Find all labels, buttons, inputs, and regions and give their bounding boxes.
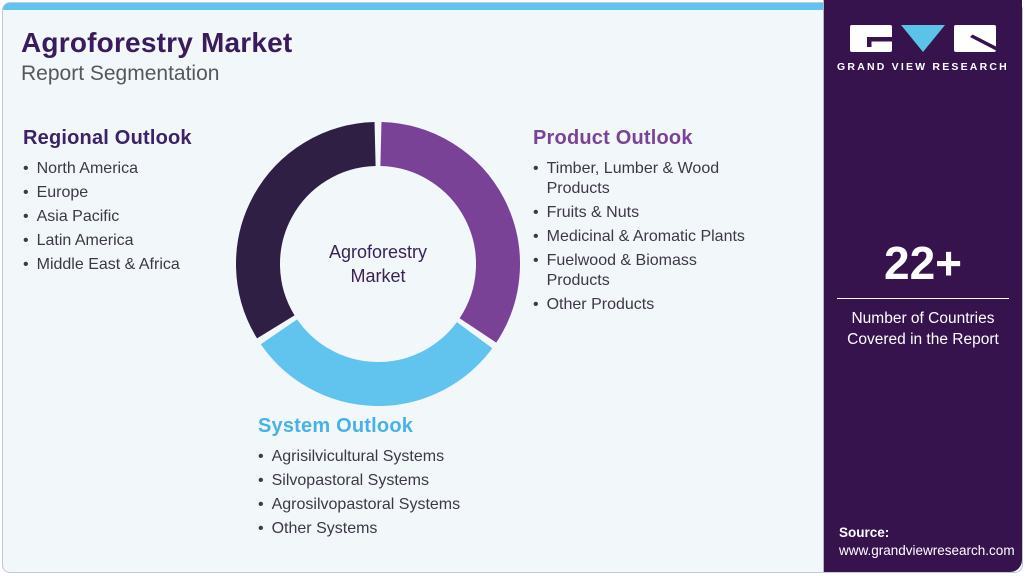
bullet-icon: • [533,252,539,269]
product-outlook-list: • Timber, Lumber & Wood Products • Fruits &… [533,157,762,317]
countries-stat: 22+ Number of Countries Covered in the R… [824,238,1022,350]
stat-value: 22+ [883,237,963,289]
bullet-icon: • [258,496,264,513]
regional-outlook-section: Regional Outlook • North America • Europe • A… [23,127,192,277]
bullet-icon: • [533,296,539,313]
list-item-label: Fuelwood & Biomass Products [546,252,697,289]
list-item-label: Middle East & Africa [36,256,180,273]
list-item: • Agrosilvopastoral Systems [258,493,460,517]
bullet-icon: • [258,472,264,489]
list-item-label: Other Systems [271,520,378,537]
system-outlook-heading: System Outlook [258,415,414,437]
donut-chart: Agroforestry Market [236,122,520,406]
bullet-icon: • [23,208,29,225]
brand-name: GRAND VIEW RESEARCH [837,61,1009,73]
list-item: • Medicinal & Aromatic Plants [533,225,762,249]
regional-outlook-heading: Regional Outlook [23,127,192,149]
list-item-label: Silvopastoral Systems [271,472,429,489]
bullet-icon: • [258,520,264,537]
donut-segment-system-outlook [260,318,493,406]
list-item: • Fuelwood & Biomass Products [533,249,762,293]
donut-segment-product-outlook [379,122,520,343]
list-item-label: Other Products [546,296,655,313]
brand-sidebar: GRAND VIEW RESEARCH 22+ Number of Countr… [823,0,1022,572]
header: Agroforestry Market Report Segmentation [21,27,292,86]
product-outlook-section: Product Outlook • Timber, Lumber & Wood P… [533,127,762,317]
system-outlook-list: • Agrisilvicultural Systems • Silvopastoral… [258,445,460,541]
top-accent-bar [3,3,1022,10]
list-item: • Europe [23,181,192,205]
list-item: • Fruits & Nuts [533,201,762,225]
list-item: • Agrisilvicultural Systems [258,445,460,469]
list-item-label: Timber, Lumber & Wood Products [546,160,720,197]
bullet-icon: • [258,448,264,465]
list-item-label: Latin America [36,232,134,249]
list-item: • Latin America [23,229,192,253]
list-item: • Other Systems [258,517,460,541]
stat-caption: Number of Countries Covered in the Repor… [847,309,999,348]
donut-segment-regional-outlook [236,122,377,339]
regional-outlook-list: • North America • Europe • Asia Pacific • Latin… [23,157,192,277]
stat-divider [837,297,1009,299]
page-subtitle: Report Segmentation [21,62,220,85]
product-outlook-heading: Product Outlook [533,127,693,149]
source-url-link[interactable]: www.grandviewresearch.com [839,543,1015,558]
list-item-label: Europe [36,184,89,201]
gvr-logo-icon [850,25,996,52]
donut-chart-svg [236,122,520,406]
list-item: • Timber, Lumber & Wood Products [533,157,762,201]
list-item-label: Fruits & Nuts [546,204,640,221]
source-block: Source: www.grandviewresearch.com [839,525,1015,558]
bullet-icon: • [533,228,539,245]
gvr-logo: GRAND VIEW RESEARCH [824,24,1022,73]
bullet-icon: • [23,160,29,177]
bullet-icon: • [23,184,29,201]
list-item: • Silvopastoral Systems [258,469,460,493]
list-item-label: Agrisilvicultural Systems [271,448,445,465]
bullet-icon: • [23,232,29,249]
system-outlook-section: System Outlook • Agrisilvicultural System… [258,415,460,541]
page-title: Agroforestry Market [21,27,293,58]
list-item: • Middle East & Africa [23,253,192,277]
list-item-label: Medicinal & Aromatic Plants [546,228,745,245]
list-item: • Asia Pacific [23,205,192,229]
list-item: • North America [23,157,192,181]
list-item-label: Agrosilvopastoral Systems [271,496,461,513]
bullet-icon: • [533,204,539,221]
bullet-icon: • [23,256,29,273]
list-item-label: North America [36,160,138,177]
list-item: • Other Products [533,293,762,317]
bullet-icon: • [533,160,539,177]
list-item-label: Asia Pacific [36,208,120,225]
source-label: Source: [839,525,890,540]
donut-center-label: Agroforestry Market [328,242,428,286]
